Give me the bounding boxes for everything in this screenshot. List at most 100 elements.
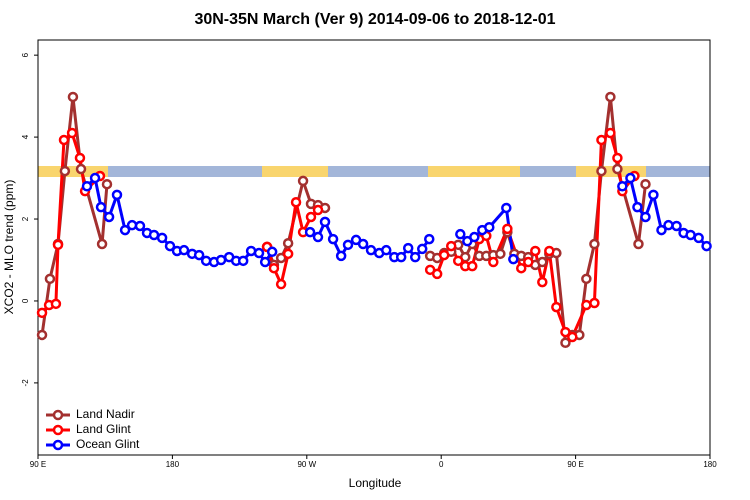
- point: [89, 172, 101, 184]
- point: [469, 231, 480, 243]
- point: [424, 233, 435, 245]
- point: [148, 229, 160, 241]
- ocean-strip: [38, 166, 710, 177]
- point: [452, 255, 464, 267]
- point: [488, 256, 499, 268]
- point: [605, 127, 616, 139]
- point: [58, 134, 70, 146]
- y-axis-label: XCO2 - MLO trend (ppm): [2, 180, 16, 315]
- point: [589, 238, 600, 250]
- point: [66, 127, 78, 139]
- point: [402, 242, 414, 254]
- chart-title: 30N-35N March (Ver 9) 2014-09-06 to 2018…: [194, 11, 555, 28]
- point: [297, 175, 309, 187]
- point: [612, 163, 623, 175]
- point: [365, 244, 377, 256]
- point: [455, 228, 466, 240]
- point: [327, 233, 339, 245]
- x-tick-label: 90 E: [30, 460, 46, 469]
- point: [193, 249, 205, 261]
- land-strip: [576, 166, 646, 177]
- point: [567, 331, 578, 343]
- point: [640, 211, 651, 223]
- point: [438, 249, 450, 261]
- legend-marker: [52, 439, 64, 451]
- legend-label: Land Nadir: [76, 407, 135, 421]
- x-tick-label: 90 W: [297, 460, 316, 469]
- point: [305, 211, 317, 223]
- point: [200, 255, 212, 267]
- point: [560, 326, 571, 338]
- point: [530, 245, 541, 257]
- x-tick-label: 0: [439, 460, 444, 469]
- point: [275, 278, 287, 290]
- point: [502, 223, 513, 235]
- point: [537, 256, 548, 268]
- point: [304, 226, 316, 238]
- point: [96, 238, 108, 250]
- point: [551, 301, 562, 313]
- point: [617, 181, 628, 192]
- legend-label: Land Glint: [76, 422, 131, 436]
- point: [164, 240, 176, 252]
- point: [508, 253, 519, 265]
- point: [625, 172, 636, 184]
- point: [409, 251, 421, 263]
- y-tick-label: 6: [21, 52, 30, 57]
- x-tick-label: 90 E: [567, 460, 583, 469]
- point: [416, 243, 428, 255]
- point: [312, 204, 324, 216]
- point: [95, 201, 107, 213]
- point: [312, 231, 324, 243]
- point: [282, 248, 294, 260]
- point: [36, 329, 48, 341]
- point: [484, 221, 495, 233]
- point: [44, 273, 56, 285]
- point: [632, 201, 643, 213]
- point: [75, 163, 87, 175]
- x-axis-label: Longitude: [349, 476, 402, 490]
- y-tick-label: -2: [21, 379, 30, 387]
- point: [67, 91, 79, 103]
- point: [467, 260, 478, 272]
- series-line: [40, 131, 636, 339]
- point: [596, 165, 607, 177]
- point: [357, 238, 369, 250]
- point: [537, 276, 548, 288]
- point: [268, 262, 280, 274]
- land-mask: [38, 166, 710, 177]
- legend-marker: [52, 409, 64, 421]
- point: [50, 298, 62, 310]
- point: [380, 244, 392, 256]
- point: [111, 189, 123, 201]
- point: [445, 240, 457, 252]
- point: [215, 254, 227, 266]
- point: [266, 246, 278, 258]
- point: [342, 239, 354, 251]
- point: [319, 216, 331, 228]
- point: [156, 232, 168, 244]
- point: [633, 238, 644, 250]
- point: [656, 224, 667, 236]
- point: [101, 178, 113, 190]
- x-tick-label: 180: [703, 460, 717, 469]
- point: [640, 178, 651, 190]
- point: [282, 237, 294, 249]
- point: [259, 256, 271, 268]
- point: [59, 165, 71, 177]
- point: [671, 220, 682, 232]
- point: [663, 219, 674, 231]
- point: [501, 202, 512, 214]
- point: [335, 250, 347, 262]
- point: [81, 181, 93, 192]
- point: [395, 251, 407, 263]
- legend-marker: [52, 424, 64, 436]
- point: [685, 229, 696, 241]
- point: [290, 196, 302, 208]
- point: [495, 248, 506, 260]
- point: [648, 189, 659, 201]
- land-strip: [38, 166, 108, 177]
- point: [431, 268, 443, 280]
- point: [693, 232, 704, 244]
